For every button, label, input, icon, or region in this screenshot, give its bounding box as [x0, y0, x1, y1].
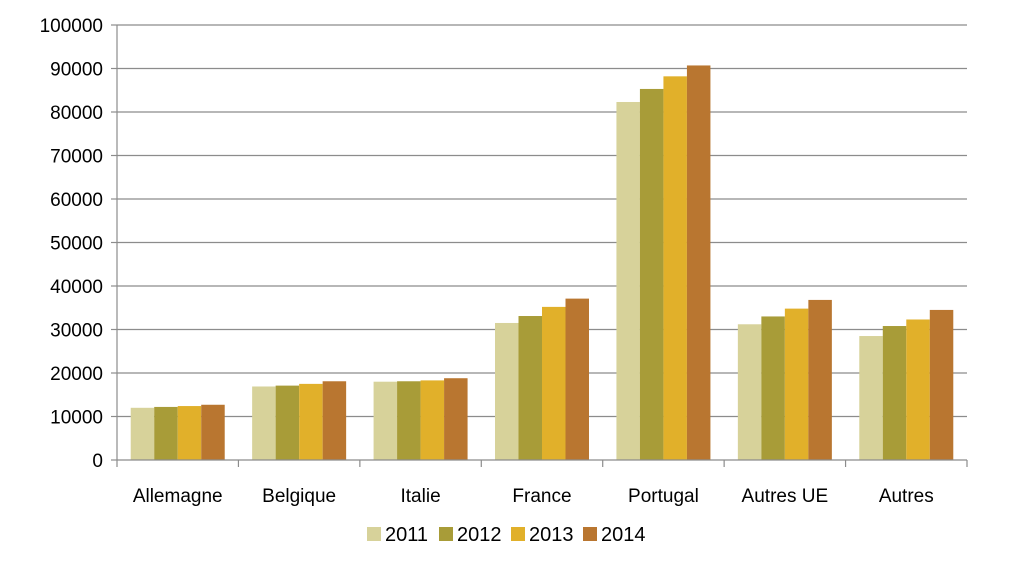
y-tick-label: 60000: [50, 190, 103, 211]
bar-allemagne-2013: [177, 406, 202, 460]
bar-italie-2011: [373, 381, 398, 460]
y-tick-label: 20000: [50, 364, 103, 385]
y-tick-label: 40000: [50, 277, 103, 298]
x-category-label: Allemagne: [133, 486, 223, 507]
bar-italie-2014: [444, 378, 468, 460]
bar-belgique-2011: [252, 386, 276, 460]
bar-autres-2013: [906, 319, 930, 460]
bar-allemagne-2011: [130, 407, 155, 460]
legend-swatch-2011: [367, 527, 381, 541]
x-category-label: Italie: [401, 486, 441, 507]
y-tick-label: 90000: [50, 60, 103, 81]
y-tick-label: 100000: [40, 16, 103, 37]
y-tick-label: 10000: [50, 408, 103, 429]
y-tick-label: 80000: [50, 103, 103, 124]
gridlines: [117, 24, 967, 418]
y-tick-label: 30000: [50, 321, 103, 342]
bar-portugal-2013: [663, 76, 687, 460]
bar-belgique-2013: [299, 383, 323, 460]
x-category-label: France: [512, 486, 571, 507]
y-tick-label: 50000: [50, 234, 103, 255]
axes: 0 10000 20000 30000 40000 50000 60000 70000 8000…: [40, 16, 968, 507]
bar-autres-ue-2012: [761, 316, 785, 460]
bars: [130, 65, 954, 461]
bar-autres-ue-2013: [784, 308, 809, 460]
bar-france-2013: [542, 306, 566, 460]
legend-label-2011: 2011: [385, 524, 428, 546]
bar-autres-2012: [882, 326, 907, 460]
bar-italie-2012: [397, 381, 421, 460]
legend-label-2014: 2014: [601, 524, 646, 546]
bar-autres-ue-2014: [808, 299, 832, 460]
legend: 2011 2012 2013 2014: [367, 524, 646, 546]
bar-france-2011: [495, 322, 519, 460]
x-category-label: Autres: [879, 486, 934, 507]
bar-allemagne-2014: [201, 404, 225, 460]
legend-label-2012: 2012: [457, 524, 502, 546]
bar-france-2012: [518, 316, 542, 460]
x-category-label: Belgique: [262, 486, 336, 507]
legend-swatch-2014: [583, 527, 597, 541]
bar-belgique-2012: [275, 385, 300, 460]
bar-autres-2011: [859, 336, 883, 460]
x-category-label: Portugal: [628, 486, 699, 507]
bar-autres-ue-2011: [737, 324, 762, 460]
y-tick-label: 0: [92, 451, 103, 472]
legend-swatch-2013: [511, 527, 525, 541]
legend-label-2013: 2013: [529, 524, 574, 546]
bar-france-2014: [565, 298, 589, 460]
legend-swatch-2012: [439, 527, 453, 541]
y-tick-label: 70000: [50, 147, 103, 168]
bar-autres-2014: [929, 309, 954, 460]
bar-allemagne-2012: [154, 406, 178, 460]
bar-portugal-2011: [616, 101, 640, 461]
bar-portugal-2012: [639, 88, 664, 460]
bar-belgique-2014: [322, 381, 347, 460]
bar-italie-2013: [420, 380, 445, 460]
x-category-label: Autres UE: [742, 486, 829, 507]
bar-portugal-2014: [686, 65, 711, 460]
